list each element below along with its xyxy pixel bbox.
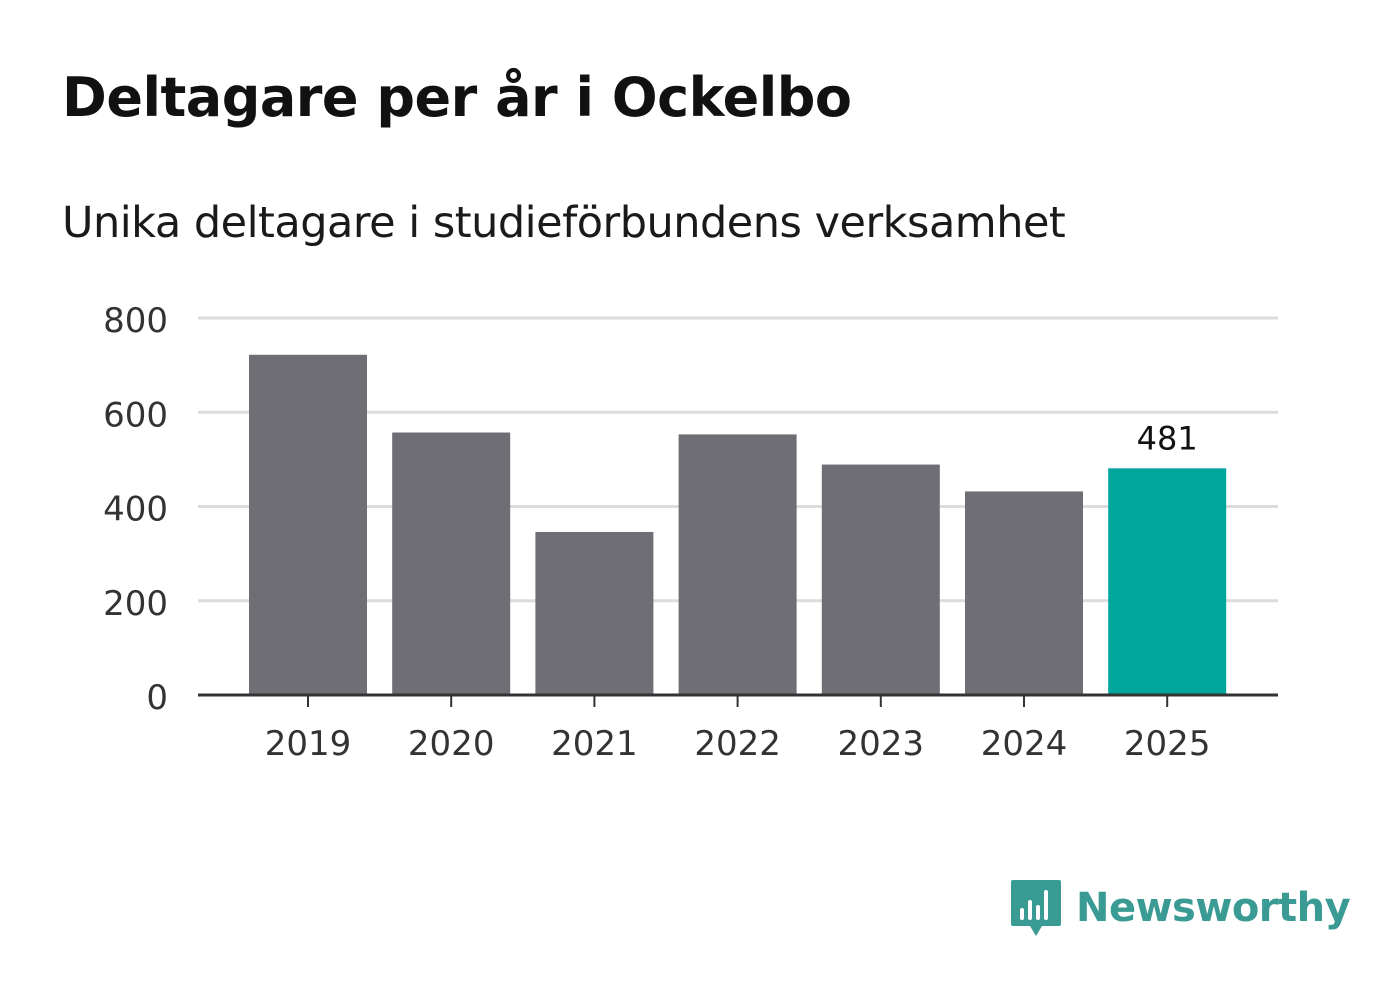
y-tick-label: 0: [146, 678, 168, 718]
bar-2021: [535, 531, 654, 695]
bar-2024: [965, 491, 1083, 695]
chart-title: Deltagare per år i Ockelbo: [62, 66, 852, 129]
y-tick-label: 600: [103, 395, 168, 435]
bar-2020: [392, 432, 511, 695]
x-tick-label: 2022: [694, 724, 781, 764]
newsworthy-logo-icon: [1011, 880, 1061, 936]
x-tick-label: 2023: [838, 724, 925, 764]
bar-2022: [678, 434, 797, 695]
brand-name: Newsworthy: [1076, 885, 1351, 931]
data-label: 481: [1137, 419, 1198, 457]
y-tick-label: 800: [103, 301, 168, 341]
x-tick-label: 2024: [981, 724, 1068, 764]
y-tick-label: 400: [103, 490, 168, 530]
labels: 0 200 400 600 800 2019 2020 2021 2022 2023 2024 202…: [103, 301, 1210, 764]
bar-2025: [1108, 468, 1227, 695]
x-tick-label: 2025: [1124, 724, 1211, 764]
y-tick-label: 200: [103, 584, 168, 624]
chart-subtitle: Unika deltagare i studieförbundens verks…: [62, 198, 1066, 248]
x-tick-label: 2021: [551, 724, 638, 764]
x-tick-label: 2019: [265, 724, 352, 764]
x-tick-label: 2020: [408, 724, 495, 764]
bars: [249, 354, 1227, 695]
brand-logo: Newsworthy: [1010, 878, 1351, 938]
bar-2023: [821, 464, 940, 695]
axes: [198, 693, 1278, 707]
bar-2019: [249, 354, 367, 695]
